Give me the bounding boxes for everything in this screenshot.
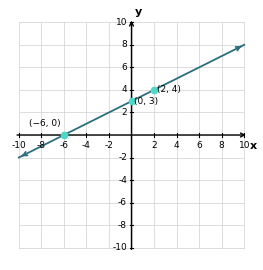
Text: 6: 6 — [121, 63, 127, 72]
Text: 8: 8 — [121, 40, 127, 49]
Text: 2: 2 — [121, 108, 127, 117]
Text: -2: -2 — [104, 141, 113, 150]
Text: (2, 4): (2, 4) — [157, 85, 181, 94]
Text: -10: -10 — [11, 141, 26, 150]
Text: -4: -4 — [118, 176, 127, 185]
Text: -6: -6 — [118, 198, 127, 207]
Text: -2: -2 — [118, 153, 127, 162]
Text: 6: 6 — [196, 141, 202, 150]
Text: -8: -8 — [118, 221, 127, 230]
Text: x: x — [250, 141, 257, 151]
Text: 4: 4 — [121, 85, 127, 94]
Text: -4: -4 — [82, 141, 91, 150]
Text: (0, 3): (0, 3) — [134, 97, 158, 106]
Text: -6: -6 — [59, 141, 68, 150]
Text: 4: 4 — [174, 141, 179, 150]
Text: 10: 10 — [239, 141, 250, 150]
Text: 2: 2 — [151, 141, 157, 150]
Text: 8: 8 — [219, 141, 225, 150]
Text: (−6, 0): (−6, 0) — [29, 119, 60, 128]
Text: -10: -10 — [112, 243, 127, 252]
Text: 10: 10 — [115, 18, 127, 27]
Text: -8: -8 — [37, 141, 46, 150]
Text: y: y — [135, 7, 142, 17]
